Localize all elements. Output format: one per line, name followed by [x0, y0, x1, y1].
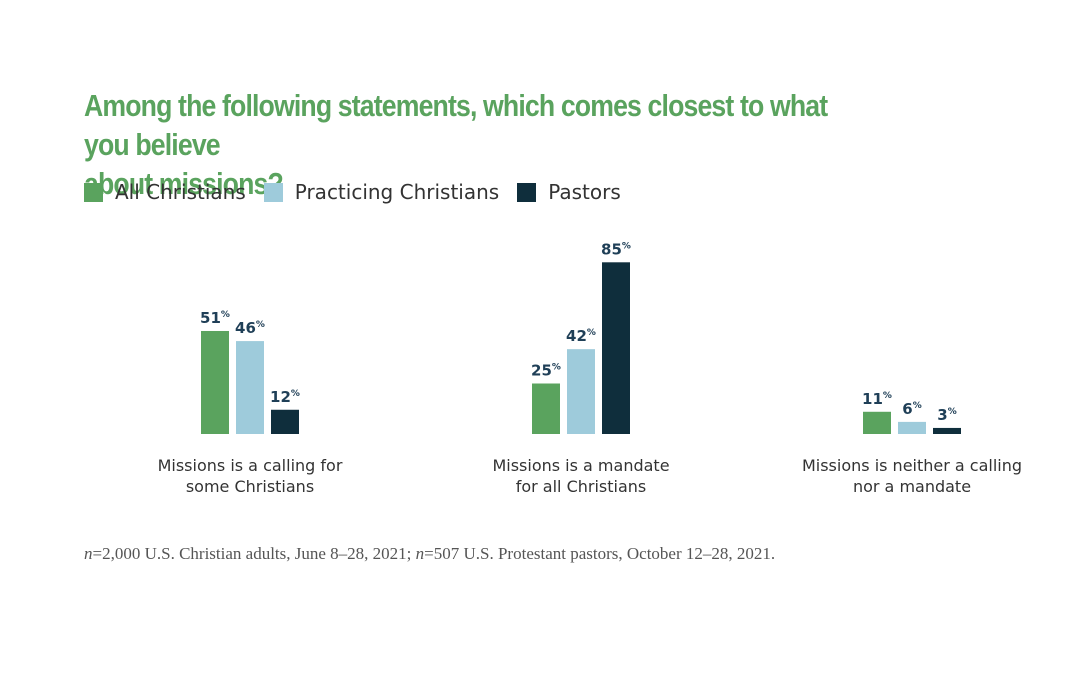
chart-title-line-2: about missions? — [84, 166, 284, 201]
footnote-n-symbol-1: n — [84, 544, 93, 563]
bar-all-christians-2 — [532, 383, 560, 434]
bar-pastors-2 — [602, 262, 630, 434]
chart-title: Among the following statements, which co… — [84, 86, 858, 203]
legend-label-all-christians: All Christians — [115, 180, 246, 204]
bar-all-christians-1 — [201, 330, 229, 434]
data-label-pastors-1: 12% — [270, 388, 300, 406]
data-label-all-christians-2: 25% — [531, 362, 561, 380]
category-label-3: Missions is neither a calling nor a manda… — [802, 456, 1022, 496]
data-label-practicing-christians-1: 46% — [235, 319, 265, 337]
bar-practicing-christians-1 — [236, 341, 264, 434]
legend-item-pastors: Pastors — [517, 180, 621, 204]
footnote-sample-pastors: =507 U.S. Protestant pastors, October 12… — [424, 544, 776, 563]
chart-legend: All Christians Practicing Christians Pas… — [84, 178, 639, 206]
bar-group-1: 51% 46% 12% Missions is a calling for some C… — [158, 309, 343, 496]
footnote-n-symbol-2: n — [415, 544, 425, 563]
legend-item-practicing-christians: Practicing Christians — [263, 180, 500, 204]
chart-title-line-1: Among the following statements, which co… — [84, 88, 828, 162]
category-label-2: Missions is a mandate for all Christians — [492, 456, 669, 496]
legend-item-all-christians: All Christians — [84, 180, 246, 204]
legend-swatch-practicing-christians — [263, 182, 283, 202]
data-label-practicing-christians-3: 6% — [902, 400, 921, 418]
legend-label-practicing-christians: Practicing Christians — [294, 180, 500, 204]
legend-swatch-pastors — [517, 182, 537, 202]
legend-label-pastors: Pastors — [548, 180, 621, 204]
bar-pastors-3 — [933, 427, 961, 434]
data-label-practicing-christians-2: 42% — [566, 327, 596, 345]
bar-group-2: 25% 42% 85% Missions is a mandate for all Ch… — [492, 240, 669, 496]
bar-chart: 51% 46% 12% Missions is a calling for some C… — [158, 240, 1022, 496]
data-label-pastors-3: 3% — [937, 406, 956, 424]
legend-swatch-all-christians — [84, 182, 103, 202]
footnote-sample-christians: =2,000 U.S. Christian adults, June 8–28,… — [92, 544, 416, 563]
category-label-1: Missions is a calling for some Christians — [158, 456, 343, 496]
bar-practicing-christians-3 — [898, 421, 926, 434]
data-label-all-christians-3: 11% — [862, 390, 892, 408]
bar-all-christians-3 — [863, 411, 891, 434]
bar-group-3: 11% 6% 3% Missions is neither a calling nor … — [802, 390, 1022, 496]
bar-practicing-christians-2 — [567, 349, 595, 434]
bar-pastors-1 — [271, 409, 299, 434]
footnote: n=2,000 U.S. Christian adults, June 8–28… — [84, 544, 775, 564]
data-label-pastors-2: 85% — [601, 240, 631, 258]
data-label-all-christians-1: 51% — [200, 309, 230, 327]
